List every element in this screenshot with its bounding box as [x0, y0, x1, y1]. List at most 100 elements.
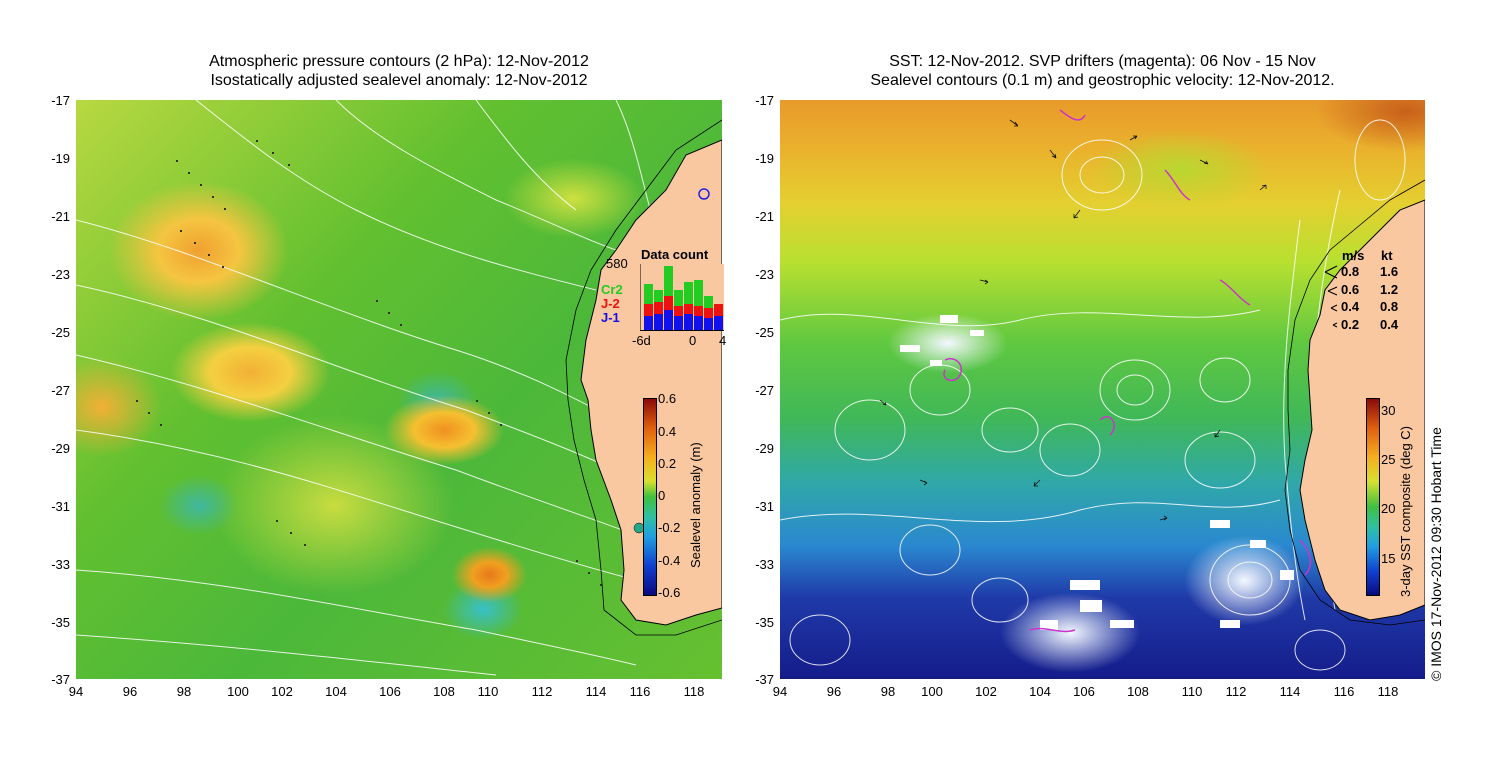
y-tick: -21	[755, 209, 774, 224]
bar-stack	[714, 304, 723, 331]
right-title-line2: Sealevel contours (0.1 m) and geostrophi…	[870, 72, 1335, 89]
cbar-tick: -0.6	[658, 585, 681, 600]
x-tick: 104	[325, 684, 347, 699]
velocity-legend-arrows	[1324, 265, 1338, 328]
legend-cr2: Cr2	[601, 282, 623, 297]
velocity-legend-ms: 0.4	[1341, 299, 1360, 314]
x-tick: 112	[531, 684, 553, 699]
y-tick: -33	[51, 557, 70, 572]
y-tick: -23	[51, 267, 70, 282]
stipple-dots	[136, 140, 602, 586]
data-count-bars	[639, 264, 724, 331]
y-tick: -27	[755, 383, 774, 398]
y-tick: -29	[755, 441, 774, 456]
velocity-legend-kt: 0.8	[1380, 299, 1399, 314]
y-tick: -17	[755, 93, 774, 108]
cbar-tick: -0.4	[658, 553, 681, 568]
y-tick: -27	[51, 383, 70, 398]
cbar-tick: -0.2	[658, 520, 681, 535]
sealevel-colorbar-label: Sealevel anomaly (m)	[688, 442, 703, 568]
x-tick: 98	[176, 684, 192, 699]
cbar-tick: 25	[1381, 452, 1396, 467]
left-panel-title: Atmospheric pressure contours (2 hPa): 1…	[76, 52, 722, 90]
velocity-legend-header-ms: m/s	[1342, 248, 1365, 263]
x-tick: 110	[1181, 684, 1203, 699]
y-tick: -35	[51, 615, 70, 630]
x-tick: 112	[1225, 684, 1247, 699]
cbar-tick: 0.6	[658, 391, 677, 406]
right-panel-title: SST: 12-Nov-2012. SVP drifters (magenta)…	[780, 52, 1425, 90]
legend-j2: J-2	[601, 296, 620, 311]
sst-map	[780, 100, 1425, 679]
x-tick: 96	[826, 684, 842, 699]
inset-x-tick: 0	[689, 333, 697, 348]
x-tick: 110	[477, 684, 499, 699]
x-tick: 114	[1279, 684, 1301, 699]
y-tick: -29	[51, 441, 70, 456]
x-tick: 100	[921, 684, 943, 699]
sealevel-anomaly-map	[76, 100, 722, 679]
bar-stack	[704, 296, 713, 331]
left-title-line1: Atmospheric pressure contours (2 hPa): 1…	[209, 53, 589, 70]
x-tick: 116	[629, 684, 651, 699]
y-tick: -31	[755, 499, 774, 514]
copyright-text: © IMOS 17-Nov-2012 09:30 Hobart Time	[1428, 427, 1444, 681]
inset-x-tick: 4	[719, 333, 727, 348]
x-tick: 106	[1073, 684, 1095, 699]
x-tick: 108	[1127, 684, 1149, 699]
x-tick: 106	[379, 684, 401, 699]
bar-stack	[644, 284, 653, 331]
svp-drifter-tracks	[943, 109, 1312, 633]
bar-stack	[694, 280, 703, 331]
sst-colorbar	[1366, 398, 1380, 596]
cbar-tick: 30	[1381, 403, 1396, 418]
x-tick: 94	[68, 684, 84, 699]
velocity-legend-kt: 1.6	[1380, 264, 1399, 279]
right-title-line1: SST: 12-Nov-2012. SVP drifters (magenta)…	[889, 53, 1316, 70]
cbar-tick: 20	[1381, 501, 1396, 516]
y-tick: -19	[755, 151, 774, 166]
velocity-legend-kt: 1.2	[1380, 282, 1399, 297]
inset-x-tick: -6d	[632, 333, 651, 348]
x-tick: 108	[433, 684, 455, 699]
velocity-legend-kt: 0.4	[1380, 317, 1399, 332]
y-tick: -21	[51, 209, 70, 224]
y-tick: -37	[51, 672, 70, 687]
bar-stack	[674, 290, 683, 331]
y-tick: -23	[755, 267, 774, 282]
x-tick: 114	[585, 684, 607, 699]
cloud-mask	[900, 315, 1294, 630]
y-tick: -25	[755, 325, 774, 340]
x-tick: 94	[772, 684, 788, 699]
x-tick: 118	[683, 684, 705, 699]
x-tick: 118	[1377, 684, 1399, 699]
x-tick: 104	[1029, 684, 1051, 699]
cbar-tick: 0	[658, 488, 666, 503]
bar-stack	[654, 290, 663, 331]
point-label: 580	[606, 256, 628, 271]
cbar-tick: 0.4	[658, 424, 677, 439]
y-tick: -17	[51, 93, 70, 108]
tide-gauge-marker	[698, 188, 710, 200]
shelf-contour	[565, 119, 722, 636]
y-tick: -19	[51, 151, 70, 166]
y-tick: -35	[755, 615, 774, 630]
y-tick: -31	[51, 499, 70, 514]
legend-j1: J-1	[601, 310, 620, 325]
data-count-inset	[639, 264, 724, 331]
velocity-legend-ms: 0.8	[1341, 264, 1360, 279]
cbar-tick: 15	[1381, 551, 1396, 566]
pressure-contours	[76, 100, 657, 676]
australia-landmass	[1299, 199, 1425, 621]
x-tick: 98	[880, 684, 896, 699]
velocity-legend-ms: 0.6	[1341, 282, 1360, 297]
left-title-line2: Isostatically adjusted sealevel anomaly:…	[210, 72, 588, 89]
x-tick: 100	[227, 684, 249, 699]
data-count-title: Data count	[641, 247, 709, 262]
x-tick: 96	[122, 684, 138, 699]
cbar-tick: 0.2	[658, 456, 677, 471]
bar-stack	[664, 266, 673, 331]
velocity-legend-ms: 0.2	[1341, 317, 1360, 332]
left-map-overlay	[76, 100, 722, 676]
x-tick: 116	[1333, 684, 1355, 699]
